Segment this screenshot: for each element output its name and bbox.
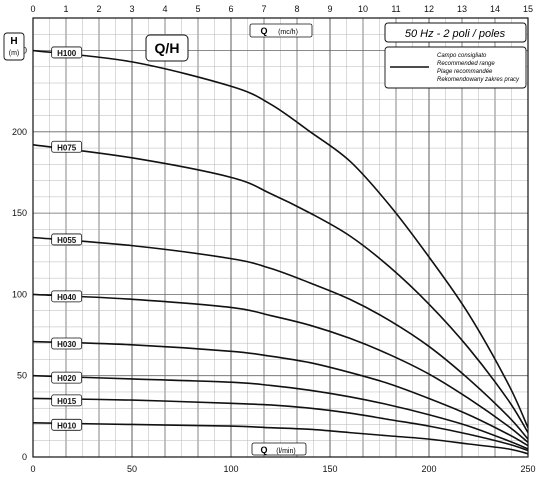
series-line-h020 [32, 374, 529, 450]
x-bottom-axis-unit: (l/min) [276, 448, 295, 455]
x-bottom-tick-label: 200 [421, 464, 436, 474]
x-bottom-tick-label: 0 [30, 464, 35, 474]
series-label-box [51, 418, 83, 431]
series-line-h075 [32, 144, 529, 434]
series-label-h100: H100 [57, 49, 77, 58]
x-bottom-tick-label: 50 [127, 464, 137, 474]
y-axis-label: H (m) [3, 32, 25, 61]
legend-line-1: Campo consigliato [437, 53, 487, 59]
series-label-box [51, 46, 83, 59]
series-label-h020: H020 [57, 374, 77, 383]
series-label-box [51, 140, 83, 153]
curve-label-layer: H100 H075 H055 H040 H030 H020 H015 H010 [51, 46, 83, 431]
series-line-h010 [32, 422, 529, 455]
legend-line-4: Rekomendowany zakres pracy [437, 77, 520, 83]
x-top-tick-label: 12 [424, 4, 434, 14]
x-top-tick-labels: 0 1 2 3 4 5 6 7 8 9 10 11 12 13 14 15 [30, 4, 533, 14]
x-top-tick-label: 0 [30, 4, 35, 14]
y-tick-label: 150 [12, 208, 27, 218]
y-tick-label: 50 [17, 371, 27, 381]
y-tick-label: 200 [12, 127, 27, 137]
x-top-tick-label: 13 [457, 4, 467, 14]
x-top-tick-label: 14 [490, 4, 500, 14]
x-top-axis-label: Q (mc/h) [249, 23, 313, 38]
series-label-box [51, 371, 83, 384]
x-top-tick-label: 5 [195, 4, 200, 14]
x-top-tick-label: 7 [261, 4, 266, 14]
x-bottom-axis-label: Q (l/min) [251, 442, 307, 456]
series-line-h015 [32, 397, 529, 452]
y-axis-unit: (m) [9, 50, 20, 57]
series-line-h100 [32, 49, 529, 429]
x-top-tick-label: 11 [391, 4, 400, 14]
series-label-h015: H015 [57, 397, 77, 406]
series-line-h055 [32, 236, 529, 440]
x-top-tick-label: 6 [228, 4, 233, 14]
x-top-tick-label: 3 [129, 4, 134, 14]
chart-title-box: Q/H [145, 34, 189, 62]
x-top-tick-label: 8 [294, 4, 299, 14]
series-label-box [51, 337, 83, 350]
series-label-h040: H040 [57, 293, 77, 302]
x-top-tick-label: 2 [96, 4, 101, 14]
x-bottom-axis-title: Q [260, 445, 267, 455]
x-bottom-tick-labels: 0 50 100 150 200 250 [30, 464, 535, 474]
x-top-tick-label: 9 [327, 4, 332, 14]
x-top-tick-label: 15 [523, 4, 533, 14]
x-top-axis-unit: (mc/h) [278, 29, 298, 36]
y-axis-title: H [10, 36, 17, 47]
legend-line-2: Recommended range [437, 61, 495, 67]
chart-title: Q/H [155, 40, 180, 56]
legend: Campo consigliato Recommended range Plag… [384, 46, 527, 89]
frequency-label: 50 Hz - 2 poli / poles [405, 28, 506, 40]
series-line-h030 [32, 340, 529, 447]
x-top-tick-label: 10 [358, 4, 368, 14]
series-label-h010: H010 [57, 421, 77, 430]
x-bottom-tick-label: 150 [322, 464, 337, 474]
series-label-box [51, 394, 83, 407]
x-top-tick-label: 4 [162, 4, 167, 14]
series-label-h055: H055 [57, 236, 77, 245]
y-tick-label: 0 [22, 452, 27, 462]
series-label-h030: H030 [57, 340, 77, 349]
series-label-box [51, 290, 83, 303]
x-bottom-tick-label: 250 [520, 464, 535, 474]
x-top-axis-title: Q [260, 26, 267, 36]
series-label-box [51, 233, 83, 246]
curve-layer [32, 49, 529, 455]
x-bottom-tick-label: 100 [223, 464, 238, 474]
y-tick-label: 100 [12, 289, 27, 299]
x-top-tick-label: 1 [63, 4, 68, 14]
series-label-h075: H075 [57, 143, 77, 152]
series-line-h040 [32, 293, 529, 443]
frequency-box: 50 Hz - 2 poli / poles [384, 22, 527, 43]
legend-line-3: Plage recommandée [437, 69, 493, 75]
